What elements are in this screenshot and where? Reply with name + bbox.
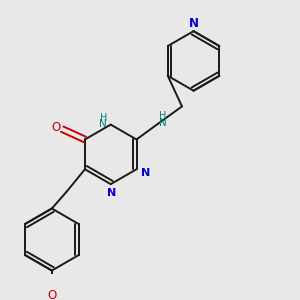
Text: N: N	[99, 119, 107, 129]
Text: N: N	[189, 17, 199, 30]
Text: N: N	[159, 118, 167, 128]
Text: N: N	[141, 168, 150, 178]
Text: H: H	[100, 112, 107, 123]
Text: N: N	[107, 188, 116, 198]
Text: O: O	[47, 289, 56, 300]
Text: H: H	[159, 111, 167, 121]
Text: O: O	[51, 121, 61, 134]
